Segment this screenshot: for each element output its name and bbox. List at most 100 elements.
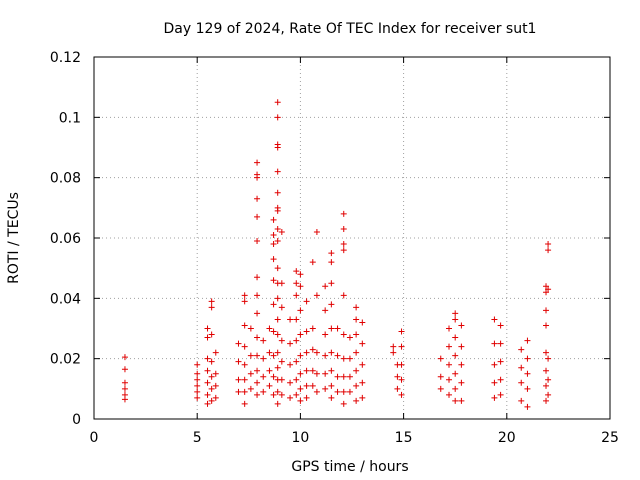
data-point: [524, 403, 531, 410]
y-axis-label: ROTI / TECUs: [6, 192, 22, 284]
data-point: [543, 289, 550, 296]
data-point: [241, 298, 248, 305]
data-point: [322, 283, 329, 290]
data-point: [359, 361, 366, 368]
data-point: [270, 391, 277, 398]
data-point: [293, 316, 300, 323]
data-point: [241, 361, 248, 368]
data-point: [297, 331, 304, 338]
data-point: [235, 340, 242, 347]
data-point: [293, 358, 300, 365]
data-point: [235, 388, 242, 395]
data-point: [322, 331, 329, 338]
data-point: [260, 355, 267, 362]
data-point: [212, 394, 219, 401]
data-point: [303, 382, 310, 389]
data-point: [491, 394, 498, 401]
y-tick-label: 0.04: [50, 291, 81, 307]
data-point: [328, 250, 335, 257]
data-point: [274, 168, 281, 175]
data-point: [208, 304, 215, 311]
data-point: [274, 316, 281, 323]
data-point: [254, 352, 261, 359]
data-point: [340, 388, 347, 395]
data-point: [309, 367, 316, 374]
data-point: [303, 349, 310, 356]
data-point: [278, 391, 285, 398]
y-tick-label: 0.1: [59, 110, 81, 126]
data-point: [328, 367, 335, 374]
data-point: [518, 379, 525, 386]
data-point: [204, 400, 211, 407]
data-point: [293, 268, 300, 275]
data-point: [340, 210, 347, 217]
x-axis-label: GPS time / hours: [291, 459, 408, 475]
y-tick-label: 0.06: [50, 231, 81, 247]
data-point: [452, 316, 459, 323]
data-point: [497, 340, 504, 347]
data-point: [340, 373, 347, 380]
data-point: [309, 259, 316, 266]
data-point: [241, 292, 248, 299]
data-point: [204, 391, 211, 398]
data-point: [270, 256, 277, 263]
data-point: [437, 385, 444, 392]
data-point: [497, 391, 504, 398]
data-point: [254, 292, 261, 299]
data-point: [518, 397, 525, 404]
data-point: [194, 370, 201, 377]
data-point: [270, 216, 277, 223]
data-point: [208, 397, 215, 404]
x-tick-label: 5: [193, 430, 202, 446]
data-point: [274, 388, 281, 395]
data-point: [359, 340, 366, 347]
data-point: [398, 361, 405, 368]
data-point: [235, 358, 242, 365]
plot-frame: [93, 56, 611, 420]
data-point: [545, 247, 552, 254]
data-point: [524, 355, 531, 362]
data-point: [260, 373, 267, 380]
data-point: [340, 292, 347, 299]
data-point: [254, 195, 261, 202]
data-point: [398, 343, 405, 350]
data-point: [394, 373, 401, 380]
data-point: [524, 370, 531, 377]
data-point: [204, 325, 211, 332]
data-point: [254, 334, 261, 341]
data-point: [313, 292, 320, 299]
data-point: [543, 307, 550, 314]
data-point: [497, 358, 504, 365]
data-point: [543, 382, 550, 389]
data-point: [328, 382, 335, 389]
data-point: [322, 385, 329, 392]
data-point: [398, 376, 405, 383]
data-point: [287, 379, 294, 386]
data-point: [543, 322, 550, 329]
data-point: [274, 331, 281, 338]
data-point: [545, 286, 552, 293]
data-point: [545, 376, 552, 383]
data-point: [194, 376, 201, 383]
data-point: [274, 295, 281, 302]
data-point: [313, 388, 320, 395]
data-point: [328, 280, 335, 287]
data-point: [270, 352, 277, 359]
data-point: [287, 361, 294, 368]
data-point: [452, 334, 459, 341]
data-point: [278, 228, 285, 235]
data-point: [121, 366, 128, 373]
data-point: [334, 373, 341, 380]
data-point: [293, 337, 300, 344]
y-axis-ticks: 0 0.02 0.04 0.06 0.08 0.1 0.12: [50, 50, 610, 428]
data-point: [313, 370, 320, 377]
data-point: [194, 382, 201, 389]
data-point: [398, 328, 405, 335]
chart-title: Day 129 of 2024, Rate Of TEC Index for r…: [164, 21, 537, 37]
data-point: [543, 283, 550, 290]
data-point: [208, 298, 215, 305]
x-tick-label: 20: [498, 430, 516, 446]
data-point: [497, 376, 504, 383]
data-point: [270, 231, 277, 238]
data-point: [241, 322, 248, 329]
